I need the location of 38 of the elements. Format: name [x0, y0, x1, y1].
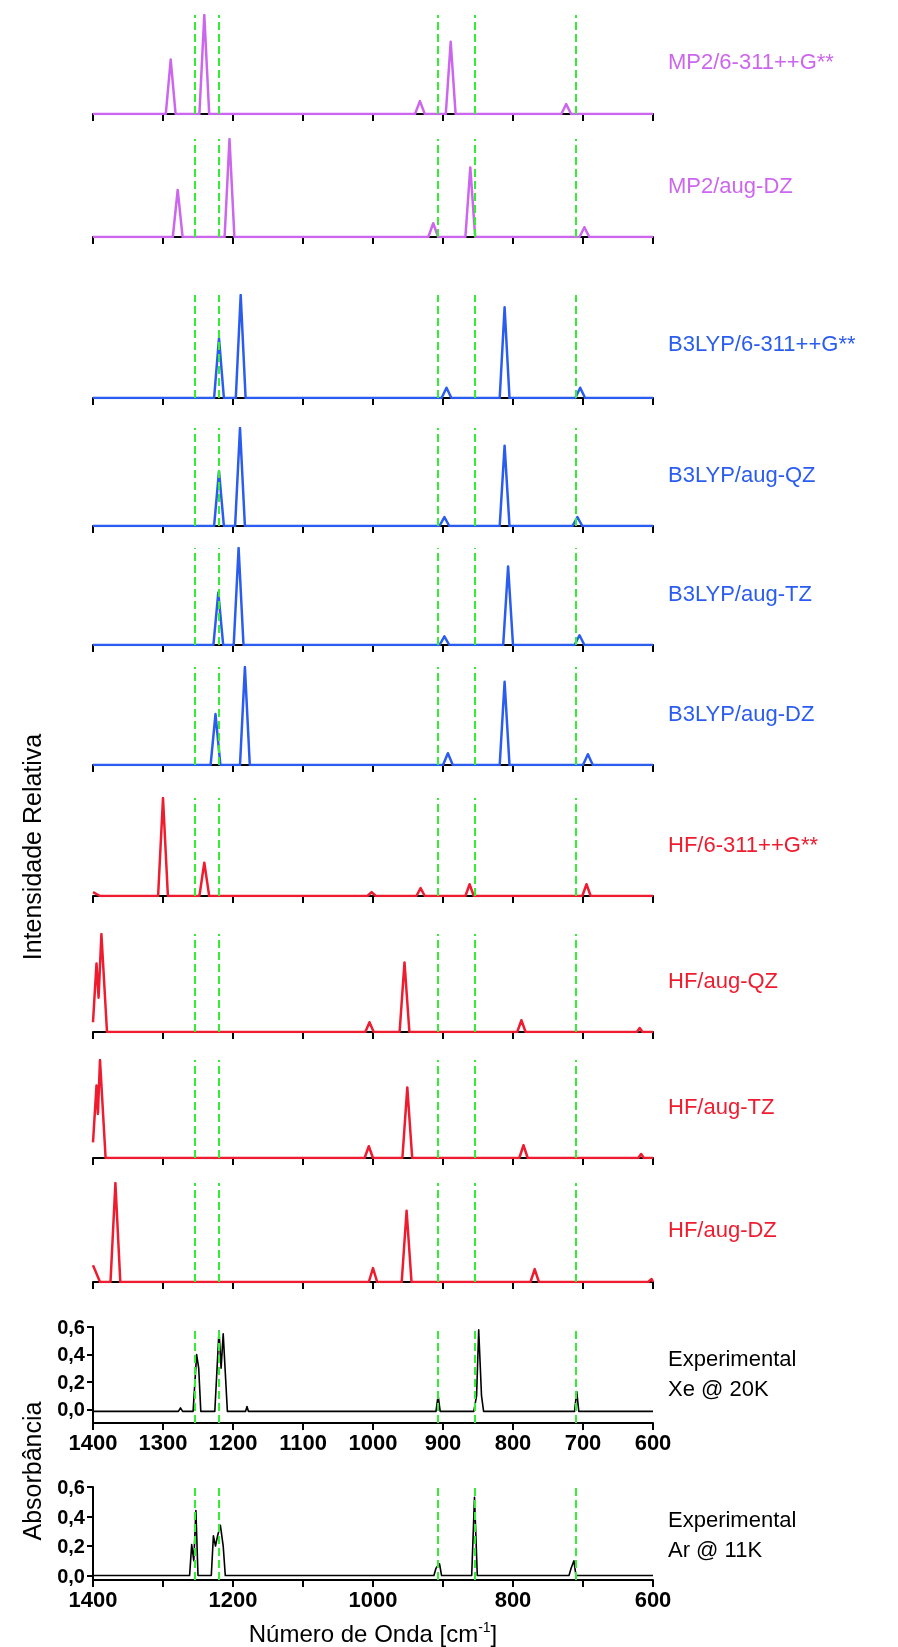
text: Experimental [668, 1506, 797, 1532]
y-tick-label: 0,4 [57, 1505, 86, 1528]
y-tick-label: 0,0 [57, 1564, 85, 1587]
text: B3LYP/aug-DZ [668, 700, 815, 726]
y-tick-label: 0,4 [57, 1343, 86, 1366]
x-tick-label: 1400 [68, 1586, 118, 1612]
text: MP2/6-311++G** [668, 49, 835, 74]
x-tick-label: 1300 [138, 1429, 188, 1455]
x-tick-label: 600 [634, 1586, 672, 1612]
text: B3LYP/aug-TZ [668, 581, 812, 606]
y-tick-label: 0,6 [57, 1476, 85, 1498]
y-axis-title: Intensidade Relativa [17, 733, 47, 961]
x-tick-label: 800 [494, 1586, 532, 1612]
text: HF/aug-QZ [668, 967, 779, 993]
x-tick-label: 600 [634, 1429, 672, 1455]
y-tick-label: 0,0 [57, 1398, 85, 1421]
x-tick-label: 1200 [208, 1586, 258, 1612]
y-axis-title: Absorbância [17, 1401, 47, 1541]
x-tick-label: 800 [494, 1429, 532, 1455]
x-tick-label: 900 [424, 1429, 462, 1455]
text: HF/aug-TZ [668, 1093, 775, 1119]
x-tick-label: 1200 [208, 1429, 258, 1455]
x-tick-label: 1000 [348, 1586, 398, 1612]
text: B3LYP/aug-QZ [668, 461, 816, 487]
text: HF/6-311++G** [668, 831, 819, 857]
text: B3LYP/6-311++G** [668, 331, 856, 356]
x-tick-label: 1100 [279, 1429, 327, 1455]
y-tick-label: 0,2 [57, 1535, 85, 1558]
text: HF/aug-DZ [668, 1217, 777, 1242]
text: Experimental [668, 1345, 797, 1371]
x-tick-label: 1400 [68, 1429, 118, 1455]
text: MP2/aug-DZ [668, 172, 793, 198]
y-tick-label: 0,2 [57, 1370, 85, 1393]
text: Ar @ 11K [668, 1536, 763, 1562]
x-tick-label: 700 [564, 1429, 602, 1455]
text: Xe @ 20K [668, 1375, 769, 1401]
y-tick-label: 0,6 [57, 1316, 85, 1338]
x-tick-label: 1000 [348, 1429, 398, 1455]
